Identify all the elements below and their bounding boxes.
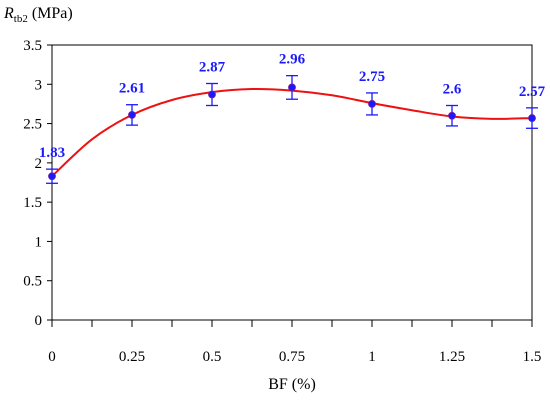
- y-tick-label: 3: [35, 77, 43, 93]
- y-axis-symbol: R: [3, 5, 14, 22]
- data-label: 1.83: [39, 145, 65, 161]
- y-tick-label: 2: [35, 156, 43, 172]
- y-tick-label: 2.5: [23, 117, 42, 133]
- data-label: 2.6: [443, 82, 462, 98]
- x-tick-label: 1: [368, 349, 376, 365]
- x-tick-label: 1.25: [439, 349, 465, 365]
- y-tick-label: 0.5: [23, 274, 42, 290]
- data-point: [368, 100, 376, 108]
- data-point: [288, 83, 296, 92]
- y-tick-label: 1: [35, 234, 43, 250]
- data-label: 2.75: [359, 69, 385, 85]
- data-label: 2.96: [279, 52, 306, 68]
- data-point: [448, 111, 456, 120]
- x-tick-label: 0: [48, 349, 56, 365]
- y-tick-label: 0: [35, 313, 43, 329]
- y-tick-label: 1.5: [23, 195, 42, 211]
- x-tick-label: 0.25: [119, 349, 145, 365]
- data-label: 2.61: [119, 81, 145, 97]
- y-axis-unit: (MPa): [32, 5, 73, 22]
- data-point: [528, 114, 536, 122]
- data-label: 2.57: [519, 84, 546, 100]
- fit-curve: [51, 87, 533, 177]
- x-tick-label: 0.75: [279, 349, 305, 365]
- y-axis-subscript: tb2: [14, 13, 28, 25]
- x-tick-label: 0.5: [203, 349, 222, 365]
- data-label: 2.87: [199, 60, 226, 76]
- data-point: [128, 111, 136, 119]
- x-tick-label: 1.5: [523, 349, 542, 365]
- data-point: [48, 172, 56, 181]
- x-axis-title: BF (%): [268, 376, 316, 393]
- y-axis-title: Rtb2 (MPa): [3, 5, 73, 25]
- data-point: [208, 90, 216, 99]
- y-tick-label: 3.5: [23, 38, 42, 54]
